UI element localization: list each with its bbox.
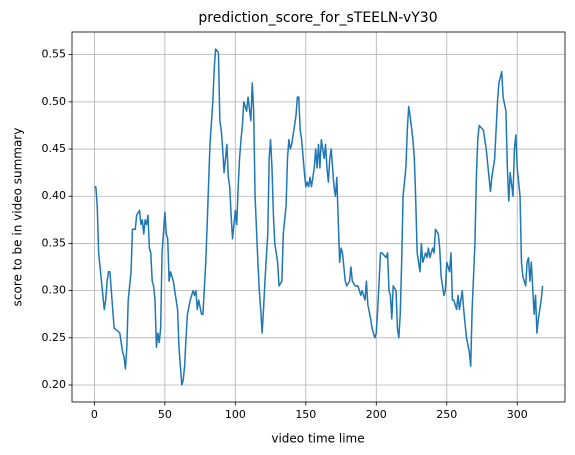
chart-title: prediction_score_for_sTEELN-vY30	[198, 10, 437, 26]
x-tick-label: 200	[366, 408, 387, 421]
y-tick-label: 0.35	[42, 236, 67, 249]
y-tick-label: 0.50	[42, 95, 67, 108]
x-tick-label: 250	[436, 408, 457, 421]
x-tick-label: 150	[295, 408, 316, 421]
x-tick-label: 100	[225, 408, 246, 421]
y-tick-label: 0.45	[42, 142, 67, 155]
line	[94, 48, 544, 386]
x-tick-label: 50	[158, 408, 172, 421]
y-axis-label: score to be in video summary	[11, 128, 25, 307]
y-tick-label: 0.20	[42, 378, 67, 391]
x-tick-label: 0	[91, 408, 98, 421]
y-tick-label: 0.40	[42, 189, 67, 202]
x-tick-label: 300	[507, 408, 528, 421]
plot-frame	[71, 31, 566, 403]
y-tick-label: 0.55	[42, 48, 67, 61]
y-tick-label: 0.25	[42, 331, 67, 344]
x-axis-label: video time lime	[271, 432, 364, 446]
y-tick-label: 0.30	[42, 284, 67, 297]
